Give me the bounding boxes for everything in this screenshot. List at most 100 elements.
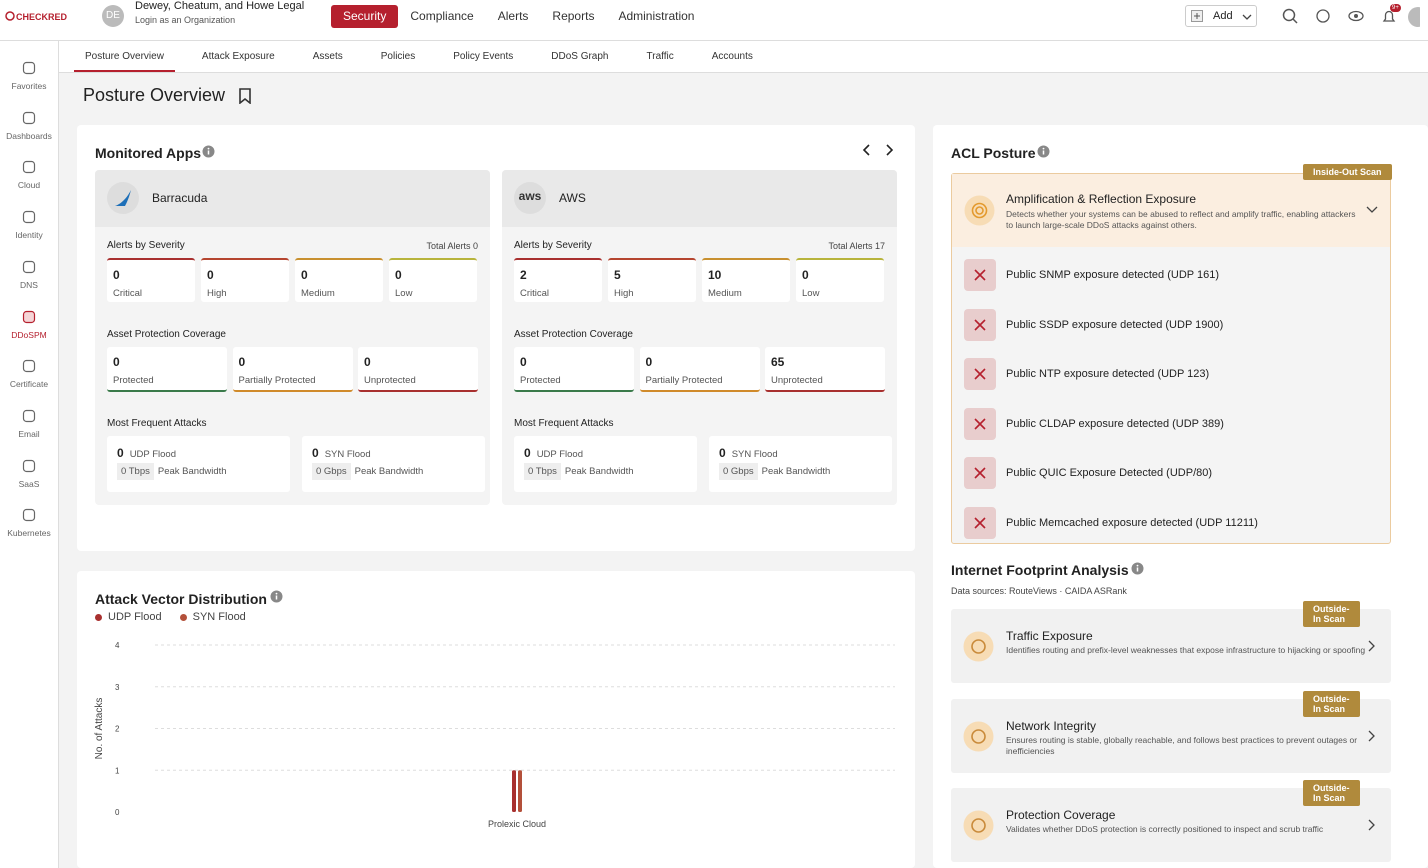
nav-item[interactable]: Alerts [497,9,529,23]
scan-badge: Outside-In Scan [1303,690,1360,717]
acl-item-label: Public SNMP exposure detected (UDP 161) [1006,269,1219,281]
tab[interactable]: Attack Exposure [201,51,275,62]
legend-item[interactable]: SYN Flood [179,611,246,623]
card-chevron [1368,640,1375,652]
sidebar-label: Dashboards [6,130,52,141]
prev-arrow[interactable] [862,144,872,156]
severity-value: 0 [395,268,402,282]
next-arrow[interactable] [884,144,894,156]
legend-item[interactable]: UDP Flood [95,611,162,623]
sidebar-label: Kubernetes [7,528,51,539]
fail-icon [964,308,996,341]
org-name: Dewey, Cheatum, and Howe Legal [135,0,305,12]
tab[interactable]: Assets [312,51,343,62]
severity-label: Low [802,288,820,299]
acl-item[interactable]: Public NTP exposure detected (UDP 123) [952,349,1390,399]
scan-badge: Outside-In Scan [1303,601,1360,627]
nav-item[interactable]: Compliance [410,9,474,23]
app-header: aws AWS [502,170,897,227]
logo-mark [115,190,131,206]
coverage-box[interactable]: 65 Unprotected [765,347,885,392]
acl-section-header[interactable]: Amplification & Reflection Exposure Dete… [952,174,1390,247]
coverage-box[interactable]: 0 Partially Protected [639,347,760,392]
severity-label: Critical [113,288,143,299]
attack-bandwidth: 0 Gbps [312,463,351,480]
header-icons[interactable] [1280,6,1420,28]
coverage-value: 0 [520,355,527,369]
total-value: 0 [472,241,478,251]
acl-item[interactable]: Public SSDP exposure detected (UDP 1900) [952,300,1390,350]
info-icon[interactable] [1037,145,1050,158]
severity-box[interactable]: 0 Medium [295,258,383,302]
severity-box[interactable]: 5 High [608,258,696,302]
total-value: 17 [874,241,885,251]
coverage-box[interactable]: 0 Protected [107,347,227,392]
legend-label: SYN Flood [192,611,246,623]
footprint-sources: Data sources: RouteViews · CAIDA ASRank [951,586,1127,596]
app-header: Barracuda [95,170,490,227]
tab[interactable]: Policy Events [453,51,514,62]
severity-box[interactable]: 0 Low [796,258,884,302]
add-button[interactable]: Add [1185,5,1257,27]
attack-count: 0 [719,446,726,460]
sidebar-item[interactable]: DNS [0,260,58,300]
org-login[interactable]: Login as an Organization [135,15,236,25]
sidebar-icon [22,210,36,224]
severity-value: 0 [113,268,120,282]
nav-item[interactable]: Administration [618,9,695,23]
attack-count: 0 [524,446,531,460]
acl-item-label: Public SSDP exposure detected (UDP 1900) [1006,318,1224,331]
tab[interactable]: Traffic [646,51,674,62]
sidebar-label: Certificate [9,379,49,390]
coverage-label: Partially Protected [238,375,316,386]
y-tick-label: 3 [115,683,120,692]
org-avatar[interactable]: DE [102,5,124,27]
info-icon[interactable] [1131,562,1144,575]
sidebar-item[interactable]: Dashboards [0,111,58,151]
sidebar-item[interactable]: Certificate [0,359,58,399]
severity-box[interactable]: 2 Critical [514,258,602,302]
sidebar-icon [22,509,36,522]
nav-item[interactable]: Security [331,5,399,28]
acl-item[interactable]: Public SNMP exposure detected (UDP 161) [952,250,1390,300]
severity-value: 0 [802,268,809,282]
fail-icon [964,259,996,291]
sidebar-item[interactable]: Favorites [0,61,58,101]
sidebar-item[interactable]: Cloud [0,160,58,200]
coverage-label: Partially Protected [645,375,723,386]
coverage-box[interactable]: 0 Protected [514,347,634,392]
acl-item[interactable]: Public CLDAP exposure detected (UDP 389) [952,399,1390,449]
tab[interactable]: DDoS Graph [551,51,609,62]
severity-box[interactable]: 10 Medium [702,258,790,302]
severity-box[interactable]: 0 High [201,258,289,302]
severity-value: 5 [614,268,621,282]
tab[interactable]: Policies [380,51,416,62]
monitored-apps-card: Monitored Apps Barracuda Alerts by Severi… [77,125,915,551]
attack-bandwidth: 0 Tbps [117,463,154,480]
bookmark-icon[interactable] [238,88,252,104]
acl-item[interactable]: Public QUIC Exposure Detected (UDP/80) [952,448,1390,498]
severity-box[interactable]: 0 Low [389,258,477,302]
tabs: Posture Overview Attack Exposure Assets Pol… [74,41,780,72]
sidebar-item[interactable]: SaaS [0,459,58,499]
y-tick-label: 0 [115,808,120,817]
coverage-box[interactable]: 0 Unprotected [358,347,478,392]
coverage-box[interactable]: 0 Partially Protected [232,347,353,392]
acl-item-label: Public CLDAP exposure detected (UDP 389) [1006,417,1224,430]
tab[interactable]: Accounts [711,51,753,62]
sidebar-item[interactable]: Identity [0,210,58,250]
sidebar-item[interactable]: DDoSPM [0,310,58,350]
tab[interactable]: Posture Overview [74,41,175,72]
card-desc: Identifies routing and prefix-level weak… [1006,645,1366,655]
acl-item[interactable]: Public Memcached exposure detected (UDP … [952,498,1390,548]
nav-item[interactable]: Reports [552,9,595,23]
sidebar-label: DDoSPM [11,329,47,340]
severity-box[interactable]: 0 Critical [107,258,195,302]
info-icon[interactable] [202,145,215,158]
severity-value: 2 [520,268,527,282]
sidebar: Favorites Dashboards Cloud Identity DNS DDoSP… [0,41,59,868]
sidebar-item[interactable]: Kubernetes [0,508,58,548]
bar [512,770,516,812]
info-icon[interactable] [270,590,283,603]
sidebar-item[interactable]: Email [0,409,58,449]
